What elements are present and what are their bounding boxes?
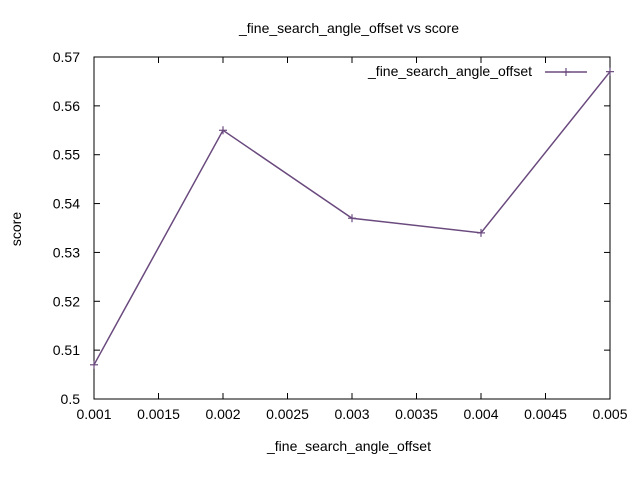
x-tick-label: 0.0025 — [266, 406, 309, 422]
x-tick-label: 0.003 — [334, 406, 369, 422]
y-tick-label: 0.53 — [53, 244, 80, 260]
x-tick-label: 0.0015 — [137, 406, 180, 422]
y-tick-label: 0.52 — [53, 293, 80, 309]
data-point — [348, 214, 356, 223]
legend-label: _fine_search_angle_offset — [367, 63, 532, 79]
y-tick-label: 0.51 — [53, 342, 80, 358]
x-tick-label: 0.005 — [592, 406, 627, 422]
x-tick-label: 0.0045 — [524, 406, 567, 422]
chart-title: _fine_search_angle_offset vs score — [238, 20, 459, 36]
series-layer — [90, 67, 614, 369]
y-tick-label: 0.56 — [53, 98, 80, 114]
y-axis-label: score — [8, 212, 24, 246]
x-tick-label: 0.004 — [463, 406, 498, 422]
y-tick-label: 0.55 — [53, 147, 80, 163]
y-tick-label: 0.57 — [53, 49, 80, 65]
data-point — [219, 126, 227, 135]
x-tick-label: 0.0035 — [395, 406, 438, 422]
plot-frame — [93, 56, 611, 400]
x-tick-label: 0.001 — [76, 406, 111, 422]
tick-labels: 0.001 0.0015 0.002 0.0025 0.003 0.0035 0.004 0.… — [53, 49, 628, 422]
y-tick-label: 0.5 — [61, 391, 81, 407]
x-tick-label: 0.002 — [205, 406, 240, 422]
y-tick-label: 0.54 — [53, 196, 80, 212]
data-point — [90, 360, 98, 369]
data-point — [477, 228, 485, 237]
axis-ticks — [93, 56, 611, 400]
legend: _fine_search_angle_offset — [367, 63, 587, 79]
data-point — [606, 67, 614, 76]
x-axis-label: _fine_search_angle_offset — [266, 438, 431, 454]
legend-marker — [562, 68, 570, 76]
